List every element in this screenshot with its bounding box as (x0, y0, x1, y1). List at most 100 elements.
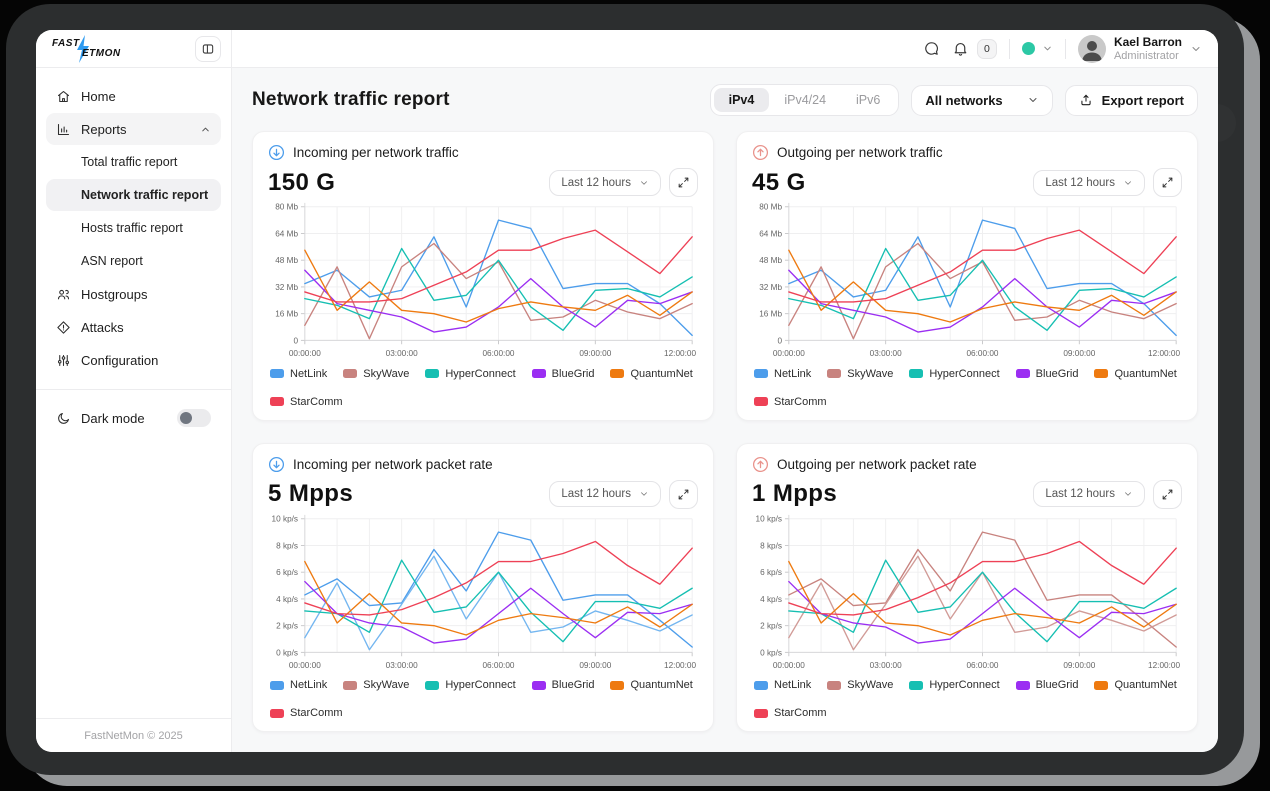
legend-item[interactable]: QuantumNet (610, 679, 693, 691)
legend-item[interactable]: NetLink (754, 679, 811, 691)
sidebar-item-configuration[interactable]: Configuration (46, 344, 221, 376)
user-menu[interactable]: Kael Barron Administrator (1077, 34, 1202, 63)
ip-version-tabs: iPv4 iPv4/24 iPv6 (709, 84, 900, 116)
tab-ipv4-24[interactable]: iPv4/24 (784, 93, 827, 107)
sidebar-subitem-network-traffic-report[interactable]: Network traffic report (46, 179, 221, 211)
chart-card-outgoing-packet-rate: Outgoing per network packet rate 1 Mpps … (736, 442, 1198, 733)
legend-item[interactable]: NetLink (270, 368, 327, 380)
sidebar-item-reports[interactable]: Reports (46, 113, 221, 145)
legend-swatch (1094, 680, 1109, 690)
direction-icon (268, 144, 285, 161)
sidebar-subitem-asn-report[interactable]: ASN report (46, 245, 221, 277)
sidebar-item-attacks[interactable]: Attacks (46, 311, 221, 343)
legend-swatch (827, 369, 842, 379)
legend-item[interactable]: BlueGrid (531, 679, 595, 692)
reports-icon (57, 123, 70, 135)
direction-icon (752, 144, 769, 161)
time-range-select[interactable]: Last 12 hours (549, 481, 661, 508)
legend-item[interactable]: SkyWave (343, 679, 409, 691)
line-chart[interactable]: 0 16 Mb 32 Mb 48 Mb 64 Mb 80 Mb 00:00:00 03:00:… (268, 199, 698, 364)
legend-item[interactable]: QuantumNet (1094, 368, 1177, 380)
svg-text:03:00:00: 03:00:00 (386, 349, 418, 358)
legend-swatch (754, 397, 768, 407)
svg-text:06:00:00: 06:00:00 (482, 349, 514, 358)
legend-item[interactable]: StarComm (754, 396, 827, 408)
legend-item[interactable]: BlueGrid (531, 368, 594, 380)
legend-item[interactable]: StarComm (270, 396, 343, 408)
svg-text:03:00:00: 03:00:00 (870, 349, 902, 358)
legend-item[interactable]: HyperConnect (909, 679, 1000, 691)
svg-text:8 kp/s: 8 kp/s (760, 541, 782, 550)
legend-item[interactable]: StarComm (754, 707, 827, 719)
time-range-select[interactable]: Last 12 hours (1033, 169, 1145, 196)
expand-chart-button[interactable] (669, 168, 698, 197)
legend-item[interactable]: QuantumNet (1094, 679, 1177, 691)
legend-item[interactable]: StarComm (270, 707, 343, 719)
chart-legend: NetLink SkyWave HyperConnect BlueGrid Quantu… (752, 675, 1182, 723)
status-menu[interactable] (1021, 42, 1053, 55)
notifications-button[interactable] (952, 40, 969, 57)
chat-button[interactable] (923, 40, 940, 57)
subitem-label: Hosts traffic report (81, 221, 183, 235)
time-range-select[interactable]: Last 12 hours (549, 169, 661, 196)
legend-item[interactable]: NetLink (754, 368, 811, 380)
svg-text:00:00:00: 00:00:00 (289, 661, 321, 670)
export-icon (1081, 94, 1091, 106)
sidebar-item-home[interactable]: Home (46, 80, 221, 112)
legend-label: SkyWave (847, 679, 894, 692)
line-chart[interactable]: 0 16 Mb 32 Mb 48 Mb 64 Mb 80 Mb 00:00:00 03:00:… (752, 199, 1182, 364)
legend-item[interactable]: HyperConnect (909, 368, 1000, 380)
legend-item[interactable]: SkyWave (827, 368, 893, 380)
svg-text:12:00:00: 12:00:00 (664, 349, 696, 358)
line-chart[interactable]: 0 kp/s 2 kp/s 4 kp/s 6 kp/s 8 kp/s 10 kp/s 00:… (268, 511, 698, 676)
legend-item[interactable]: SkyWave (343, 368, 409, 380)
bell-icon (954, 42, 967, 56)
legend-label: HyperConnect (445, 679, 516, 692)
legend-item[interactable]: BlueGrid (1015, 679, 1079, 692)
chart-legend: NetLink SkyWave HyperConnect BlueGrid Quantu… (752, 364, 1182, 412)
sidebar-subitem-total-traffic-report[interactable]: Total traffic report (46, 146, 221, 178)
line-chart[interactable]: 0 kp/s 2 kp/s 4 kp/s 6 kp/s 8 kp/s 10 kp/s 00:… (752, 511, 1182, 676)
direction-icon (752, 456, 769, 473)
legend-label: BlueGrid (1035, 679, 1079, 692)
svg-text:64 Mb: 64 Mb (275, 229, 298, 238)
tab-ipv4[interactable]: iPv4 (713, 88, 770, 112)
legend-item[interactable]: NetLink (270, 679, 327, 691)
legend-item[interactable]: BlueGrid (1015, 368, 1078, 380)
sidebar-footer: FastNetMon © 2025 (36, 718, 231, 752)
legend-item[interactable]: HyperConnect (425, 368, 516, 380)
legend-label: SkyWave (363, 679, 410, 692)
network-filter-select[interactable]: All networks (911, 84, 1053, 116)
tab-ipv6[interactable]: iPv6 (856, 93, 881, 107)
legend-label: BlueGrid (551, 679, 595, 692)
svg-text:16 Mb: 16 Mb (275, 310, 298, 319)
time-range-select[interactable]: Last 12 hours (1033, 481, 1145, 508)
svg-text:4 kp/s: 4 kp/s (276, 594, 298, 603)
legend-item[interactable]: SkyWave (827, 679, 893, 691)
legend-item[interactable]: HyperConnect (425, 679, 516, 692)
person-icon (1077, 34, 1106, 63)
chart-title: Outgoing per network traffic (777, 145, 943, 160)
chevron-down-icon (1125, 180, 1131, 185)
sidebar-divider (36, 389, 231, 390)
time-range-value: Last 12 hours (1045, 176, 1115, 189)
avatar (1077, 34, 1106, 63)
svg-text:09:00:00: 09:00:00 (579, 661, 611, 670)
dark-mode-toggle[interactable] (177, 409, 211, 427)
chart-legend: NetLink SkyWave HyperConnect BlueGrid Quantu… (268, 364, 698, 412)
dark-mode-row[interactable]: Dark mode (46, 402, 221, 434)
chat-icon (925, 42, 938, 55)
expand-chart-button[interactable] (669, 479, 698, 509)
expand-chart-button[interactable] (1153, 168, 1182, 197)
lightning-icon (77, 34, 89, 63)
svg-text:0 kp/s: 0 kp/s (760, 648, 782, 657)
svg-text:80 Mb: 80 Mb (275, 203, 298, 212)
export-report-button[interactable]: Export report (1064, 84, 1198, 116)
svg-text:06:00:00: 06:00:00 (966, 661, 998, 670)
legend-item[interactable]: QuantumNet (610, 368, 693, 380)
expand-chart-button[interactable] (1153, 479, 1182, 509)
sidebar-item-hostgroups[interactable]: Hostgroups (46, 278, 221, 310)
svg-text:09:00:00: 09:00:00 (1063, 661, 1095, 670)
sidebar-collapse-button[interactable] (195, 35, 221, 62)
sidebar-subitem-hosts-traffic-report[interactable]: Hosts traffic report (46, 212, 221, 244)
